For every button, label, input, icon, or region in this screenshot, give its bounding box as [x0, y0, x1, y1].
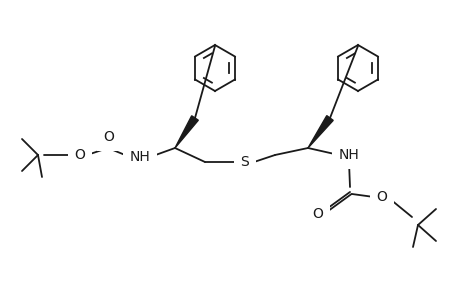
Polygon shape [174, 116, 198, 148]
Text: O: O [312, 207, 323, 221]
Text: O: O [103, 130, 114, 144]
Text: NH: NH [338, 148, 358, 162]
Text: NH: NH [129, 150, 150, 164]
Text: S: S [240, 155, 249, 169]
Polygon shape [308, 116, 332, 148]
Text: O: O [376, 190, 386, 204]
Text: O: O [74, 148, 85, 162]
